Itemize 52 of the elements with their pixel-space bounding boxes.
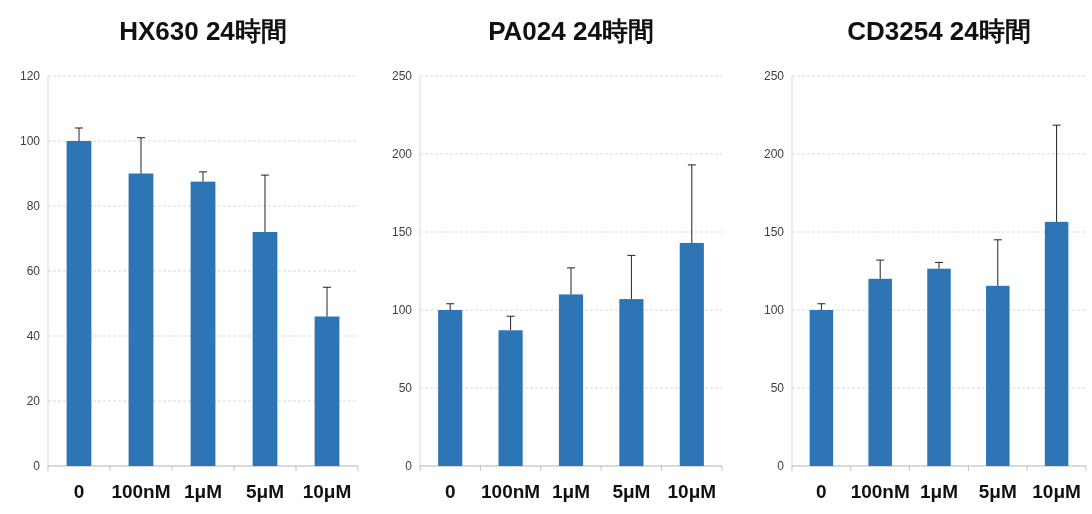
- x-tick-label: 10μM: [667, 481, 717, 502]
- x-tick-label: 10μM: [1032, 481, 1081, 502]
- y-tick-label: 80: [26, 199, 41, 213]
- y-tick-label: 50: [770, 381, 785, 395]
- bar: [1044, 221, 1069, 466]
- y-tick-label: 40: [26, 329, 41, 343]
- x-tick-label: 0: [444, 481, 456, 502]
- y-tick-label: 250: [763, 69, 785, 83]
- chart-title: HX630 24時間: [119, 16, 287, 46]
- x-tick-label: 0: [73, 481, 85, 502]
- y-tick-label: 50: [398, 381, 413, 395]
- x-tick-label: 1μM: [551, 481, 591, 502]
- bar: [314, 316, 340, 466]
- y-tick-label: 0: [777, 459, 785, 473]
- x-tick-label: 0: [816, 481, 827, 502]
- y-tick-label: 20: [26, 394, 41, 408]
- x-tick-label: 1μM: [919, 481, 959, 502]
- x-tick-label: 5μM: [612, 481, 651, 502]
- x-tick-label: 5μM: [978, 481, 1017, 502]
- bar: [66, 141, 92, 466]
- y-tick-label: 150: [763, 225, 785, 239]
- bar: [498, 330, 523, 466]
- bar: [128, 173, 154, 466]
- bar: [438, 310, 463, 466]
- chart-title: CD3254 24時間: [847, 16, 1031, 46]
- bar: [868, 278, 892, 466]
- chart-title: PA024 24時間: [488, 16, 654, 46]
- bar: [809, 310, 834, 466]
- y-tick-label: 250: [391, 69, 413, 83]
- x-tick-label: 10μM: [302, 481, 352, 502]
- bar: [679, 242, 704, 466]
- y-tick-label: 60: [26, 264, 41, 278]
- x-tick-label: 5μM: [245, 481, 285, 502]
- y-tick-label: 0: [405, 459, 413, 473]
- bar: [986, 285, 1010, 466]
- bar: [252, 232, 278, 466]
- bar: [927, 268, 951, 466]
- y-tick-label: 0: [33, 459, 41, 473]
- x-tick-label: 100nM: [481, 481, 541, 502]
- y-tick-label: 120: [19, 69, 41, 83]
- y-tick-label: 100: [391, 303, 413, 317]
- y-tick-label: 200: [763, 147, 785, 161]
- y-tick-label: 200: [391, 147, 413, 161]
- bar: [558, 294, 584, 466]
- y-tick-label: 100: [19, 134, 41, 148]
- y-tick-label: 100: [763, 303, 785, 317]
- bar: [619, 299, 644, 466]
- x-tick-label: 1μM: [183, 481, 223, 502]
- x-tick-label: 100nM: [111, 481, 171, 502]
- y-tick-label: 150: [391, 225, 413, 239]
- bar: [190, 181, 216, 466]
- x-tick-label: 100nM: [850, 481, 910, 502]
